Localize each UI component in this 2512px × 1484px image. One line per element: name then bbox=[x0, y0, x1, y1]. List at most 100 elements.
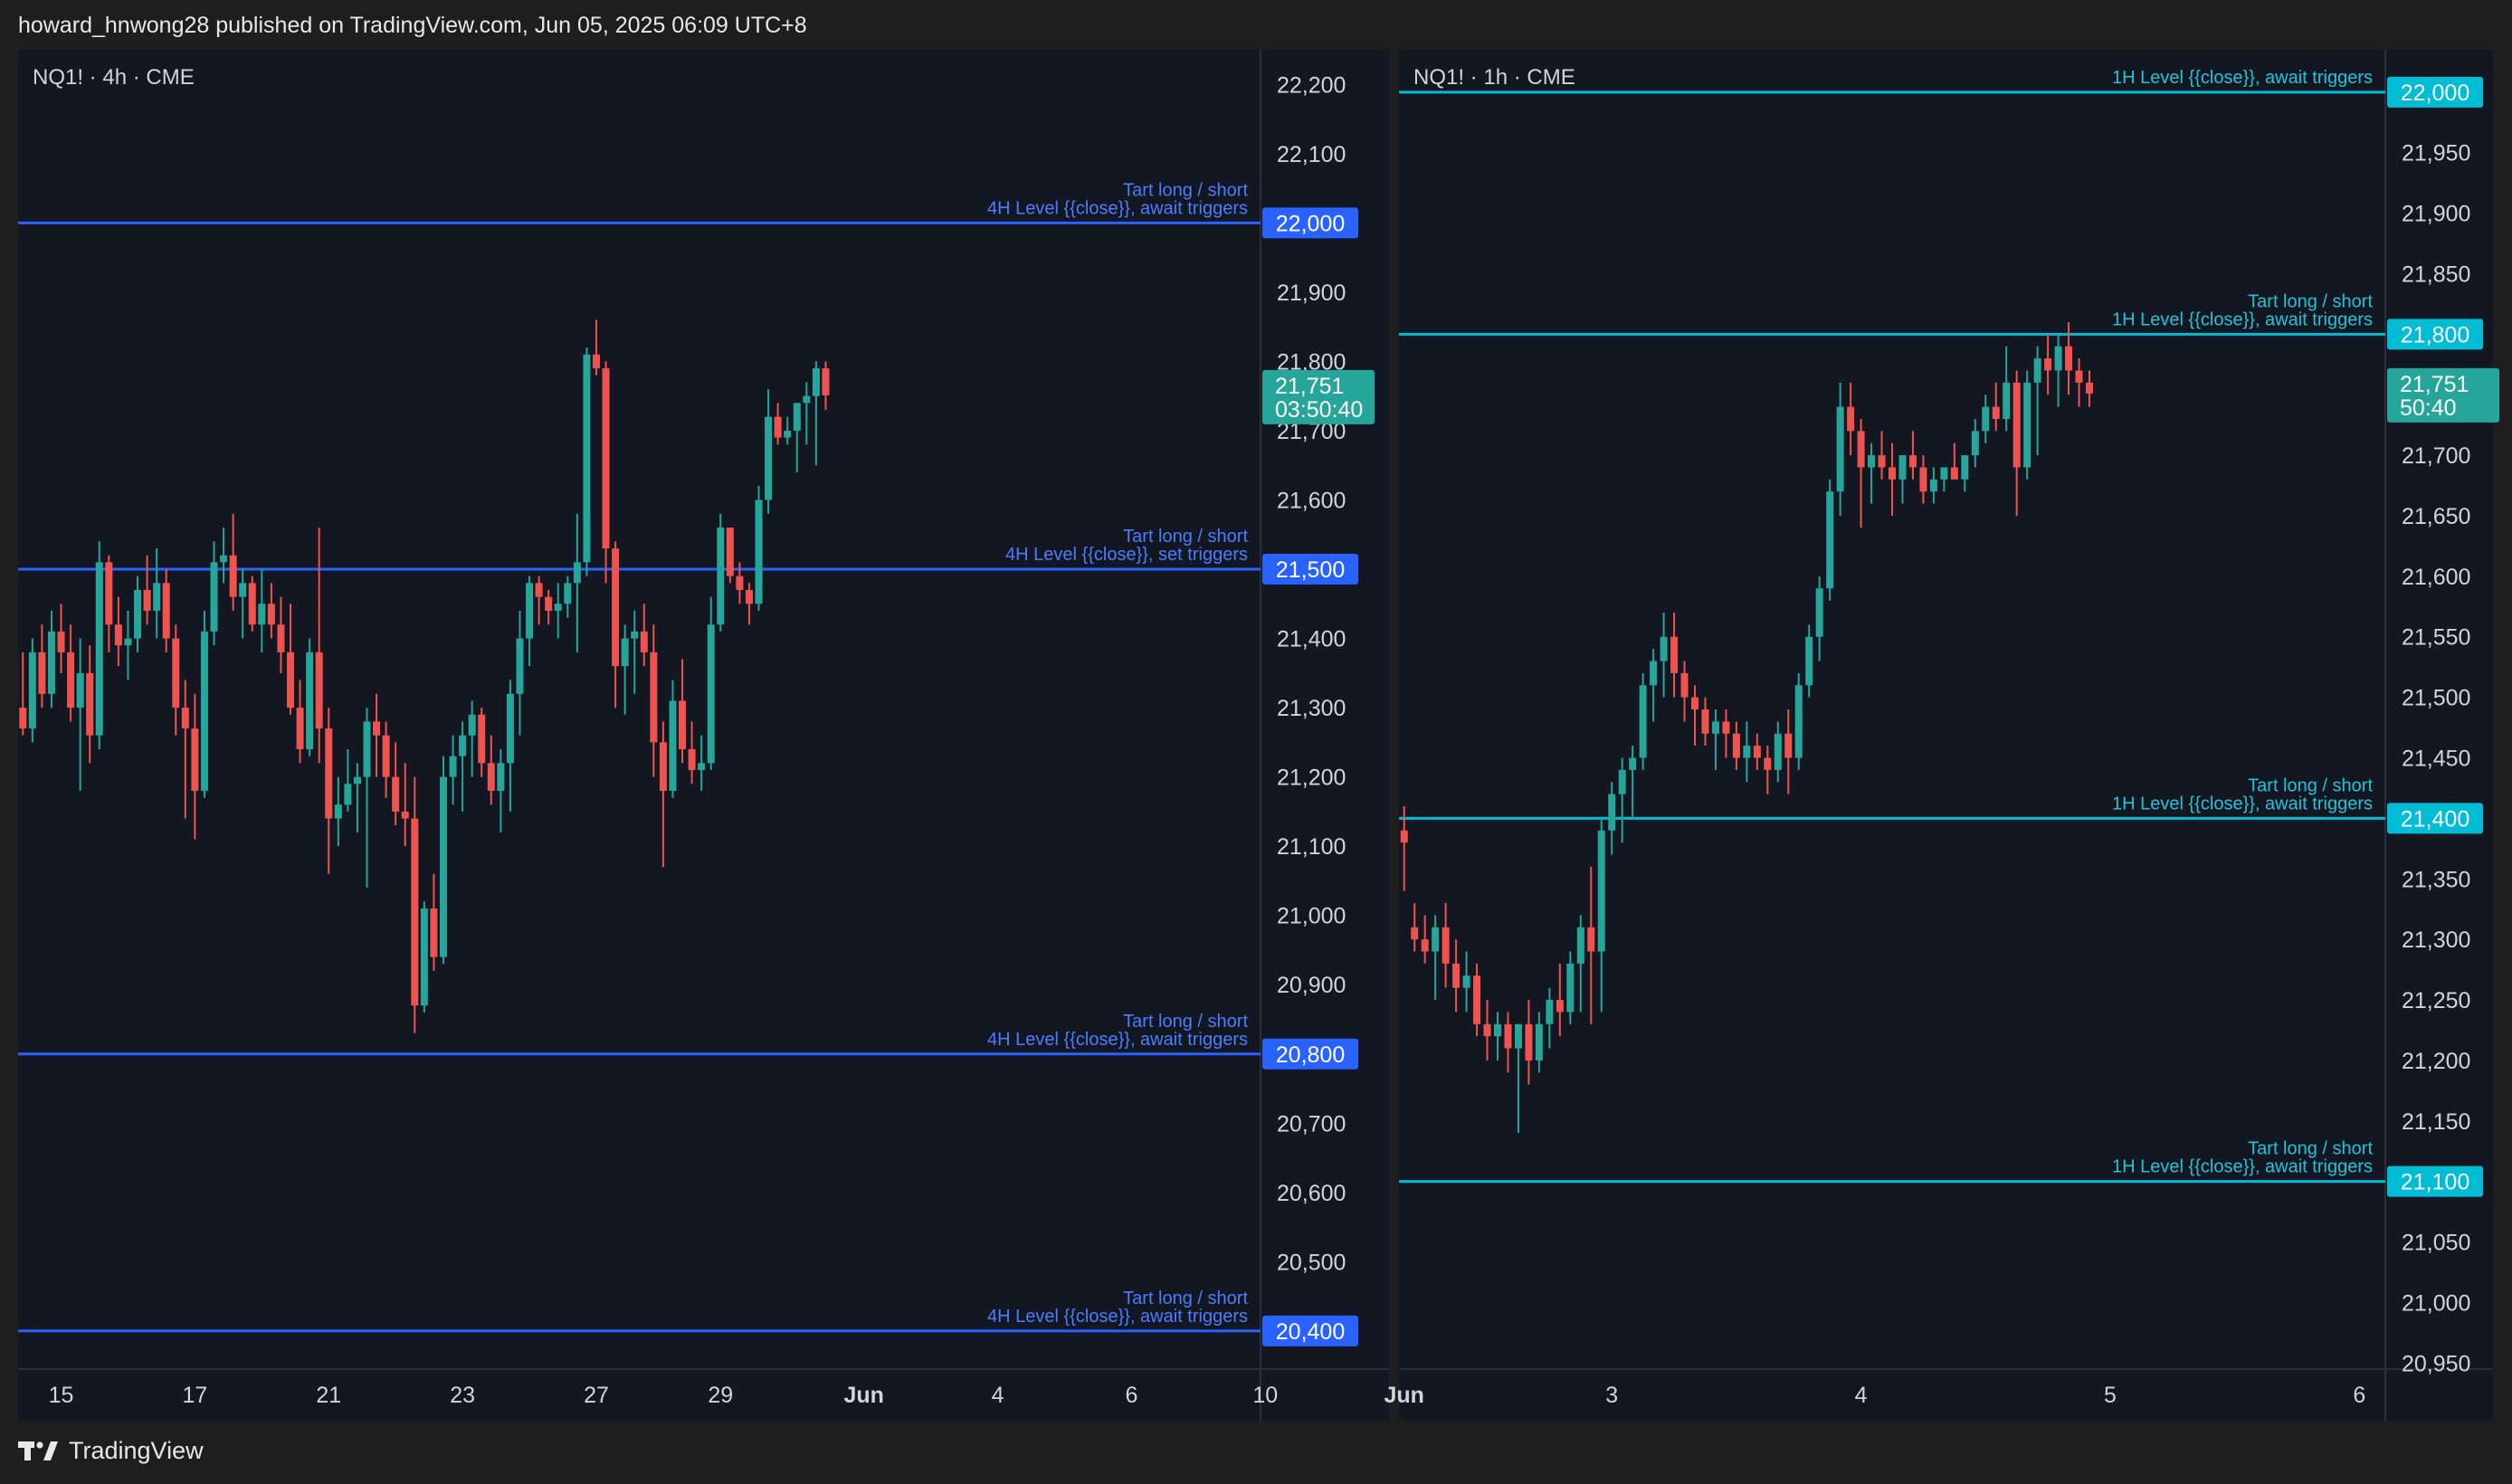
y-tick-label: 21,000 bbox=[2402, 1290, 2470, 1316]
candle-body bbox=[2065, 346, 2073, 371]
candle-body bbox=[2033, 358, 2041, 383]
candle-body bbox=[1982, 406, 1990, 432]
candle-body bbox=[344, 784, 352, 805]
candle-body bbox=[1670, 636, 1679, 673]
candle-body bbox=[1576, 927, 1584, 964]
candle-body bbox=[1680, 672, 1689, 698]
candle-body bbox=[1566, 963, 1575, 1013]
candle-body bbox=[1504, 1023, 1512, 1049]
level-price-badge bbox=[2387, 803, 2483, 834]
candle-body bbox=[57, 631, 65, 652]
candle-body bbox=[124, 638, 132, 646]
candle-body bbox=[47, 631, 55, 694]
level-price-badge bbox=[2387, 76, 2483, 108]
candle-body bbox=[612, 548, 620, 667]
candle-body bbox=[1432, 927, 1440, 952]
candle-body bbox=[19, 708, 27, 729]
candle-body bbox=[86, 672, 94, 736]
level-price-badge bbox=[2387, 1165, 2483, 1197]
candle-body bbox=[583, 354, 591, 563]
candle-body bbox=[573, 562, 581, 584]
candle-body bbox=[449, 756, 457, 777]
y-tick-label: 21,600 bbox=[2402, 565, 2470, 590]
candle-body bbox=[1971, 431, 1979, 456]
candles bbox=[19, 319, 830, 1033]
candle-body bbox=[650, 652, 658, 743]
candle-body bbox=[1660, 636, 1668, 661]
candle-body bbox=[172, 638, 180, 709]
y-tick-label: 21,200 bbox=[1277, 766, 1346, 791]
x-tick-label: 17 bbox=[182, 1383, 207, 1408]
candle-body bbox=[439, 776, 447, 957]
candle-body bbox=[1691, 697, 1698, 709]
candle-body bbox=[315, 652, 323, 729]
candle-body bbox=[287, 652, 295, 709]
candle-body bbox=[1650, 661, 1658, 686]
candle-body bbox=[2086, 382, 2093, 394]
last-price-badge-bg bbox=[2387, 367, 2499, 423]
candle-body bbox=[373, 721, 381, 736]
candle-body bbox=[353, 776, 361, 785]
level-label-line2: 1H Level {{close}}, await triggers bbox=[2112, 1157, 2373, 1177]
candle-body bbox=[1826, 491, 1834, 589]
chart-panel-2: NQ1! · 1h · CME 21,950 21,900 21,850 21,700 2… bbox=[1384, 50, 2499, 1421]
level-price-badge bbox=[1262, 1315, 1358, 1346]
y-tick-label: 21,300 bbox=[1277, 696, 1346, 721]
candle-body bbox=[1400, 830, 1408, 843]
candle-body bbox=[1711, 721, 1719, 734]
candle-body bbox=[1483, 1023, 1491, 1037]
candle-body bbox=[659, 742, 667, 791]
y-tick-label: 21,300 bbox=[2402, 928, 2470, 953]
y-tick-label: 21,650 bbox=[2402, 504, 2470, 529]
level-price-badge-text: 22,000 bbox=[2401, 81, 2469, 106]
level-price-badge-text: 20,400 bbox=[1276, 1319, 1345, 1345]
level-label-line1: Tart long / short bbox=[1123, 1012, 1248, 1032]
x-tick-label: 5 bbox=[2104, 1383, 2117, 1408]
candle-body bbox=[822, 368, 830, 395]
candle-body bbox=[2044, 358, 2052, 371]
candle-body bbox=[506, 693, 514, 764]
bar-close-countdown: 03:50:40 bbox=[1275, 397, 1363, 423]
candle-body bbox=[1473, 975, 1481, 1024]
candle-body bbox=[181, 708, 189, 729]
candle-body bbox=[726, 528, 734, 576]
candle-body bbox=[2023, 382, 2031, 468]
y-tick-label: 21,200 bbox=[2402, 1049, 2470, 1074]
candle-body bbox=[1462, 975, 1470, 988]
candle-body bbox=[1743, 746, 1751, 758]
candle-body bbox=[688, 749, 696, 770]
y-tick-label: 21,150 bbox=[2402, 1109, 2470, 1135]
candle-body bbox=[239, 583, 247, 597]
candle-body bbox=[1774, 733, 1782, 770]
footer-brand-name: TradingView bbox=[69, 1436, 204, 1464]
candle-body bbox=[411, 818, 419, 1006]
candle-body bbox=[1618, 769, 1626, 794]
candle-body bbox=[1784, 733, 1793, 758]
footer-brand: TradingView bbox=[18, 1435, 204, 1466]
candle-body bbox=[2003, 382, 2011, 419]
candle-body bbox=[592, 354, 600, 369]
candle-body bbox=[2075, 370, 2083, 383]
level-label-line2: 4H Level {{close}}, await triggers bbox=[987, 1030, 1248, 1050]
x-tick-label: 15 bbox=[49, 1383, 74, 1408]
y-tick-label: 21,600 bbox=[1277, 488, 1346, 513]
candle-body bbox=[1753, 746, 1761, 758]
candle-body bbox=[1494, 1023, 1501, 1037]
x-tick-label: 23 bbox=[450, 1383, 475, 1408]
candle-body bbox=[459, 735, 467, 756]
y-tick-label: 21,900 bbox=[1277, 281, 1346, 306]
candle-body bbox=[258, 604, 266, 625]
y-tick-label: 21,500 bbox=[2402, 686, 2470, 711]
candle-body bbox=[1847, 406, 1855, 432]
level-label-line2: 4H Level {{close}}, await triggers bbox=[987, 198, 1248, 218]
x-tick-label: 10 bbox=[1252, 1383, 1278, 1408]
candle-body bbox=[812, 368, 820, 396]
candle-body bbox=[736, 576, 744, 590]
level-label-line2: 1H Level {{close}}, await triggers bbox=[2112, 68, 2373, 88]
y-tick-label: 22,200 bbox=[1277, 72, 1346, 98]
candle-body bbox=[621, 638, 629, 667]
candle-body bbox=[497, 763, 505, 791]
level-price-badge-text: 22,000 bbox=[1276, 211, 1345, 236]
